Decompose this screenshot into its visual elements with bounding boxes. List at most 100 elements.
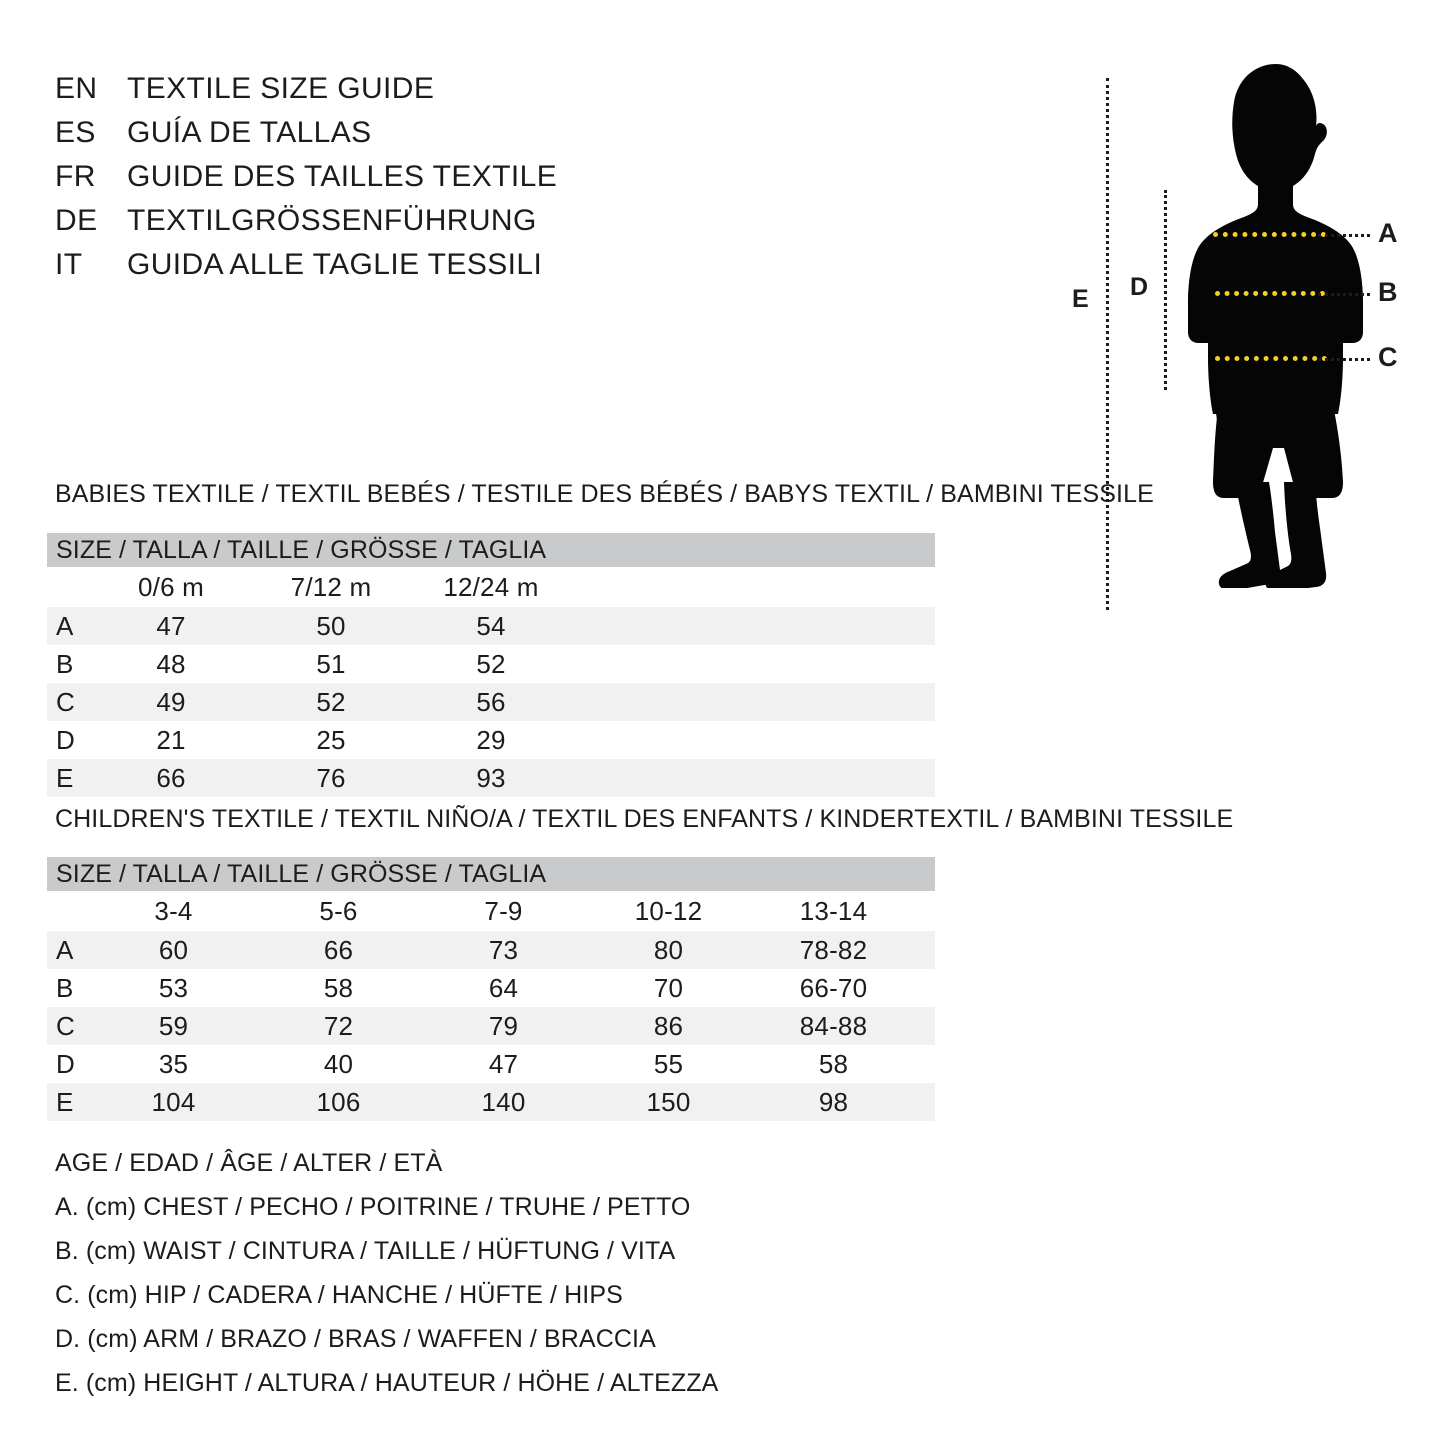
chest-measure-dashes xyxy=(1213,232,1326,237)
legend-line-hip: C. (cm) HIP / CADERA / HANCHE / HÜFTE / … xyxy=(55,1280,623,1309)
babies-column-header-row: 0/6 m 7/12 m 12/24 m xyxy=(47,567,935,607)
children-cell-b-4: 66-70 xyxy=(799,972,868,1003)
waist-leader-line xyxy=(1318,293,1370,296)
children-cell-d-3: 55 xyxy=(653,1048,684,1079)
children-cell-e-3: 150 xyxy=(646,1086,691,1117)
children-column-header-1: 5-6 xyxy=(319,895,358,926)
hip-measure-dashes xyxy=(1215,356,1327,361)
children-size-table: SIZE / TALLA / TAILLE / GRÖSSE / TAGLIA … xyxy=(47,857,935,1121)
language-code-en: EN xyxy=(55,72,98,105)
babies-size-header-label: SIZE / TALLA / TAILLE / GRÖSSE / TAGLIA xyxy=(56,535,547,564)
children-cell-e-4: 98 xyxy=(818,1086,849,1117)
language-title-de: TEXTILGRÖSSENFÜHRUNG xyxy=(127,204,537,237)
children-column-header-2: 7-9 xyxy=(484,895,523,926)
children-row-key-d: D xyxy=(56,1048,75,1079)
babies-size-table: SIZE / TALLA / TAILLE / GRÖSSE / TAGLIA … xyxy=(47,533,935,797)
height-measure-line xyxy=(1106,78,1109,610)
language-row-fr: FR GUIDE DES TAILLES TEXTILE xyxy=(55,160,557,204)
children-cell-b-0: 53 xyxy=(158,972,189,1003)
children-cell-a-3: 80 xyxy=(653,934,684,965)
babies-cell-e-1: 76 xyxy=(316,762,346,793)
table-row: D 21 25 29 xyxy=(47,721,935,759)
babies-cell-d-1: 25 xyxy=(316,724,346,755)
measurement-figure-diagram: E D A B C xyxy=(1040,40,1445,610)
children-column-header-4: 13-14 xyxy=(799,895,868,926)
language-header-block: EN TEXTILE SIZE GUIDE ES GUÍA DE TALLAS … xyxy=(55,72,557,292)
language-row-de: DE TEXTILGRÖSSENFÜHRUNG xyxy=(55,204,557,248)
babies-cell-c-2: 56 xyxy=(476,686,506,717)
table-row: E 66 76 93 xyxy=(47,759,935,797)
children-row-key-b: B xyxy=(56,972,74,1003)
language-title-es: GUÍA DE TALLAS xyxy=(127,116,372,149)
figure-label-e: E xyxy=(1072,285,1089,313)
children-column-header-3: 10-12 xyxy=(634,895,703,926)
legend-line-chest: A. (cm) CHEST / PECHO / POITRINE / TRUHE… xyxy=(55,1192,691,1221)
babies-row-key-c: C xyxy=(56,686,75,717)
babies-cell-d-0: 21 xyxy=(156,724,186,755)
children-cell-d-4: 58 xyxy=(818,1048,849,1079)
children-section-title: CHILDREN'S TEXTILE / TEXTIL NIÑO/A / TEX… xyxy=(55,805,1234,833)
figure-label-b: B xyxy=(1378,277,1398,307)
babies-cell-a-2: 54 xyxy=(476,610,506,641)
babies-size-header-bar: SIZE / TALLA / TAILLE / GRÖSSE / TAGLIA xyxy=(47,533,935,567)
children-cell-e-2: 140 xyxy=(481,1086,526,1117)
language-code-de: DE xyxy=(55,204,98,237)
children-cell-e-0: 104 xyxy=(151,1086,196,1117)
children-cell-a-2: 73 xyxy=(488,934,519,965)
children-cell-b-1: 58 xyxy=(323,972,354,1003)
babies-column-header-0: 0/6 m xyxy=(137,571,205,602)
children-cell-c-1: 72 xyxy=(323,1010,354,1041)
table-row: A 60 66 73 80 78-82 xyxy=(47,931,935,969)
language-code-es: ES xyxy=(55,116,96,149)
babies-column-header-2: 12/24 m xyxy=(443,571,539,602)
table-row: C 49 52 56 xyxy=(47,683,935,721)
babies-cell-b-2: 52 xyxy=(476,648,506,679)
legend-line-waist: B. (cm) WAIST / CINTURA / TAILLE / HÜFTU… xyxy=(55,1236,676,1265)
table-row: A 47 50 54 xyxy=(47,607,935,645)
babies-row-key-a: A xyxy=(56,610,74,641)
language-row-it: IT GUIDA ALLE TAGLIE TESSILI xyxy=(55,248,557,292)
children-cell-b-2: 64 xyxy=(488,972,519,1003)
measurement-legend: AGE / EDAD / ÂGE / ALTER / ETÀ A. (cm) C… xyxy=(55,1141,718,1405)
children-size-header-bar: SIZE / TALLA / TAILLE / GRÖSSE / TAGLIA xyxy=(47,857,935,891)
children-column-header-0: 3-4 xyxy=(154,895,193,926)
children-cell-c-4: 84-88 xyxy=(799,1010,868,1041)
children-cell-c-0: 59 xyxy=(158,1010,189,1041)
language-title-en: TEXTILE SIZE GUIDE xyxy=(127,72,435,105)
table-row: E 104 106 140 150 98 xyxy=(47,1083,935,1121)
children-row-key-e: E xyxy=(56,1086,74,1117)
babies-cell-c-0: 49 xyxy=(156,686,186,717)
children-cell-d-1: 40 xyxy=(323,1048,354,1079)
table-row: B 53 58 64 70 66-70 xyxy=(47,969,935,1007)
table-row: B 48 51 52 xyxy=(47,645,935,683)
children-column-header-row: 3-4 5-6 7-9 10-12 13-14 xyxy=(47,891,935,931)
children-cell-e-1: 106 xyxy=(316,1086,361,1117)
babies-cell-b-1: 51 xyxy=(316,648,346,679)
language-title-fr: GUIDE DES TAILLES TEXTILE xyxy=(127,160,558,193)
language-title-it: GUIDA ALLE TAGLIE TESSILI xyxy=(127,248,543,281)
figure-label-a: A xyxy=(1378,218,1398,248)
legend-line-age: AGE / EDAD / ÂGE / ALTER / ETÀ xyxy=(55,1148,443,1177)
children-cell-a-0: 60 xyxy=(158,934,189,965)
child-silhouette-icon xyxy=(1188,64,1363,588)
table-row: D 35 40 47 55 58 xyxy=(47,1045,935,1083)
babies-cell-a-0: 47 xyxy=(156,610,186,641)
children-cell-c-3: 86 xyxy=(653,1010,684,1041)
children-cell-c-2: 79 xyxy=(488,1010,519,1041)
children-size-header-label: SIZE / TALLA / TAILLE / GRÖSSE / TAGLIA xyxy=(56,859,547,888)
babies-cell-b-0: 48 xyxy=(156,648,186,679)
figure-label-d: D xyxy=(1130,273,1149,301)
babies-row-key-e: E xyxy=(56,762,74,793)
children-cell-a-4: 78-82 xyxy=(799,934,868,965)
children-row-key-c: C xyxy=(56,1010,75,1041)
children-cell-b-3: 70 xyxy=(653,972,684,1003)
arm-measure-line xyxy=(1164,190,1167,390)
table-row: C 59 72 79 86 84-88 xyxy=(47,1007,935,1045)
babies-column-header-1: 7/12 m xyxy=(290,571,372,602)
babies-cell-d-2: 29 xyxy=(476,724,506,755)
language-code-fr: FR xyxy=(55,160,96,193)
waist-measure-dashes xyxy=(1215,291,1325,296)
language-code-it: IT xyxy=(55,248,83,281)
legend-line-arm: D. (cm) ARM / BRAZO / BRAS / WAFFEN / BR… xyxy=(55,1324,656,1353)
